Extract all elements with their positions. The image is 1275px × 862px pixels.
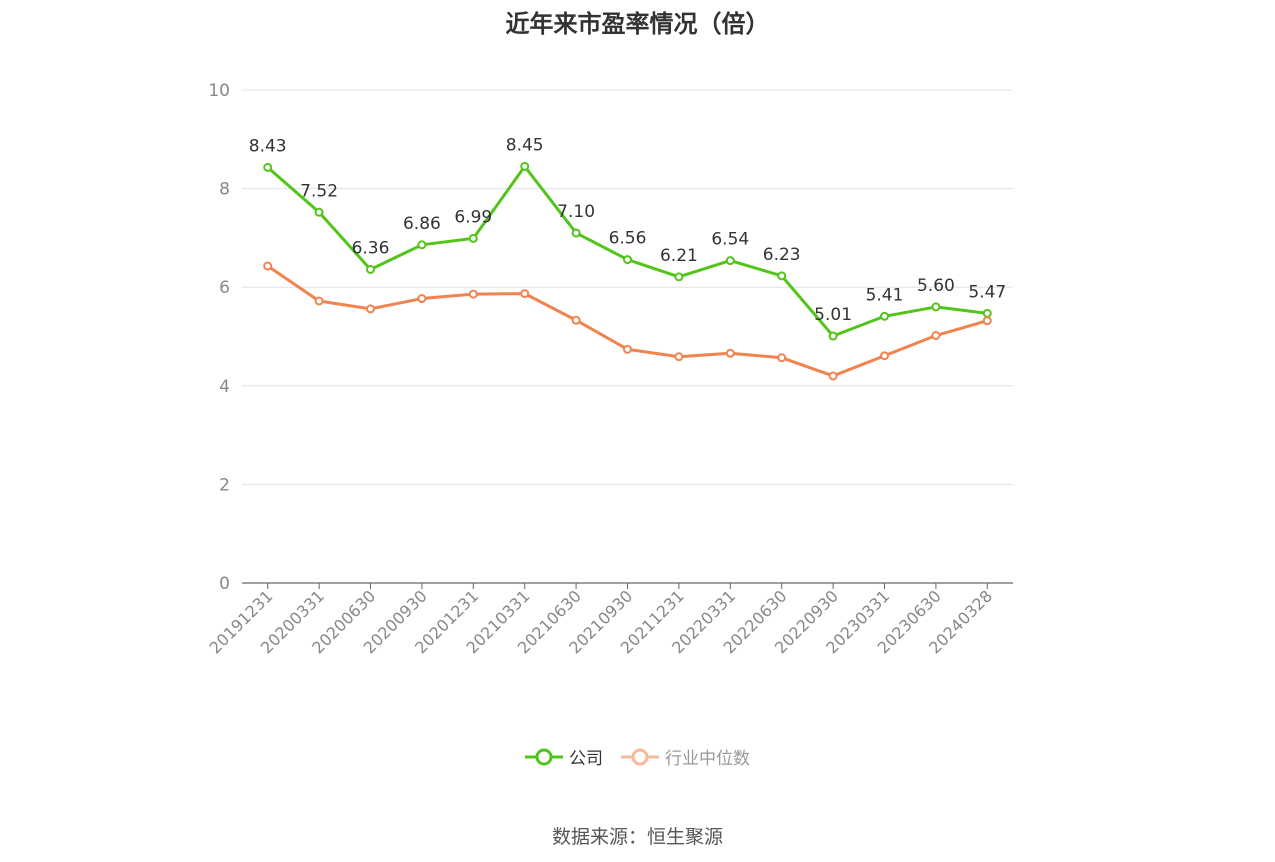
legend-marker-company [525, 748, 563, 765]
data-point[interactable] [777, 271, 787, 281]
axis-layer: 0246810201912312020033120200630202009302… [206, 81, 1013, 657]
source-note: 数据来源：恒生聚源 [551, 826, 723, 848]
data-point[interactable] [571, 228, 581, 238]
legend-marker-industry [621, 748, 659, 765]
chart-title: 近年来市盈率情况（倍） [505, 10, 770, 38]
data-point[interactable] [880, 311, 889, 321]
legend-label-industry: 行业中位数 [665, 749, 750, 769]
data-label: 6.23 [763, 245, 801, 265]
data-point[interactable] [828, 331, 838, 341]
y-tick-label: 10 [208, 81, 230, 101]
y-tick-label: 4 [219, 377, 230, 397]
data-point[interactable] [366, 304, 375, 314]
data-label: 6.86 [403, 214, 441, 234]
data-point[interactable] [777, 353, 787, 363]
data-label: 6.36 [352, 238, 390, 258]
data-point[interactable] [366, 264, 375, 274]
data-point[interactable] [520, 161, 530, 171]
legend-item-industry[interactable]: 行业中位数 [621, 744, 750, 769]
data-point[interactable] [725, 256, 735, 266]
data-point[interactable] [982, 308, 992, 318]
data-point[interactable] [674, 352, 684, 362]
data-point[interactable] [623, 344, 632, 354]
data-label: 5.41 [866, 285, 904, 305]
data-label: 6.21 [660, 246, 698, 266]
data-point[interactable] [674, 272, 684, 282]
data-label: 6.56 [609, 229, 647, 249]
data-label: 6.99 [454, 207, 492, 227]
data-label: 8.45 [506, 135, 544, 155]
data-point[interactable] [931, 331, 941, 341]
data-point[interactable] [417, 294, 427, 304]
data-label: 7.10 [557, 202, 595, 222]
data-point[interactable] [417, 240, 427, 250]
data-point[interactable] [314, 296, 324, 306]
data-point[interactable] [982, 316, 992, 326]
data-point[interactable] [314, 207, 324, 217]
legend: 公司 行业中位数 [0, 744, 1275, 769]
data-label: 7.52 [300, 181, 338, 201]
series-line-1 [266, 264, 988, 378]
data-point[interactable] [880, 351, 889, 361]
data-point[interactable] [468, 289, 478, 299]
data-label-layer: 8.43 7.52 6.36 6.86 6.99 8.45 7.10 6.56 6.21 6.54… [249, 135, 1006, 325]
data-label: 8.43 [249, 136, 287, 156]
y-tick-label: 2 [219, 475, 230, 495]
data-label: 5.60 [917, 276, 955, 296]
data-point[interactable] [571, 315, 581, 325]
data-label: 6.54 [711, 230, 749, 250]
legend-item-company[interactable]: 公司 [525, 744, 603, 769]
y-tick-label: 6 [219, 278, 230, 298]
data-label: 5.01 [814, 305, 852, 325]
grid-layer [242, 89, 1013, 485]
data-point[interactable] [828, 371, 838, 381]
data-point[interactable] [263, 162, 273, 172]
data-point[interactable] [468, 233, 478, 243]
series-layer [263, 161, 992, 381]
data-point[interactable] [725, 348, 735, 358]
data-point[interactable] [623, 255, 632, 265]
data-point[interactable] [520, 289, 530, 299]
data-point[interactable] [263, 261, 273, 271]
y-tick-label: 8 [219, 180, 230, 200]
data-label: 5.47 [968, 282, 1006, 302]
y-tick-label: 0 [219, 574, 230, 594]
legend-label-company: 公司 [569, 749, 603, 769]
data-point[interactable] [931, 302, 941, 312]
